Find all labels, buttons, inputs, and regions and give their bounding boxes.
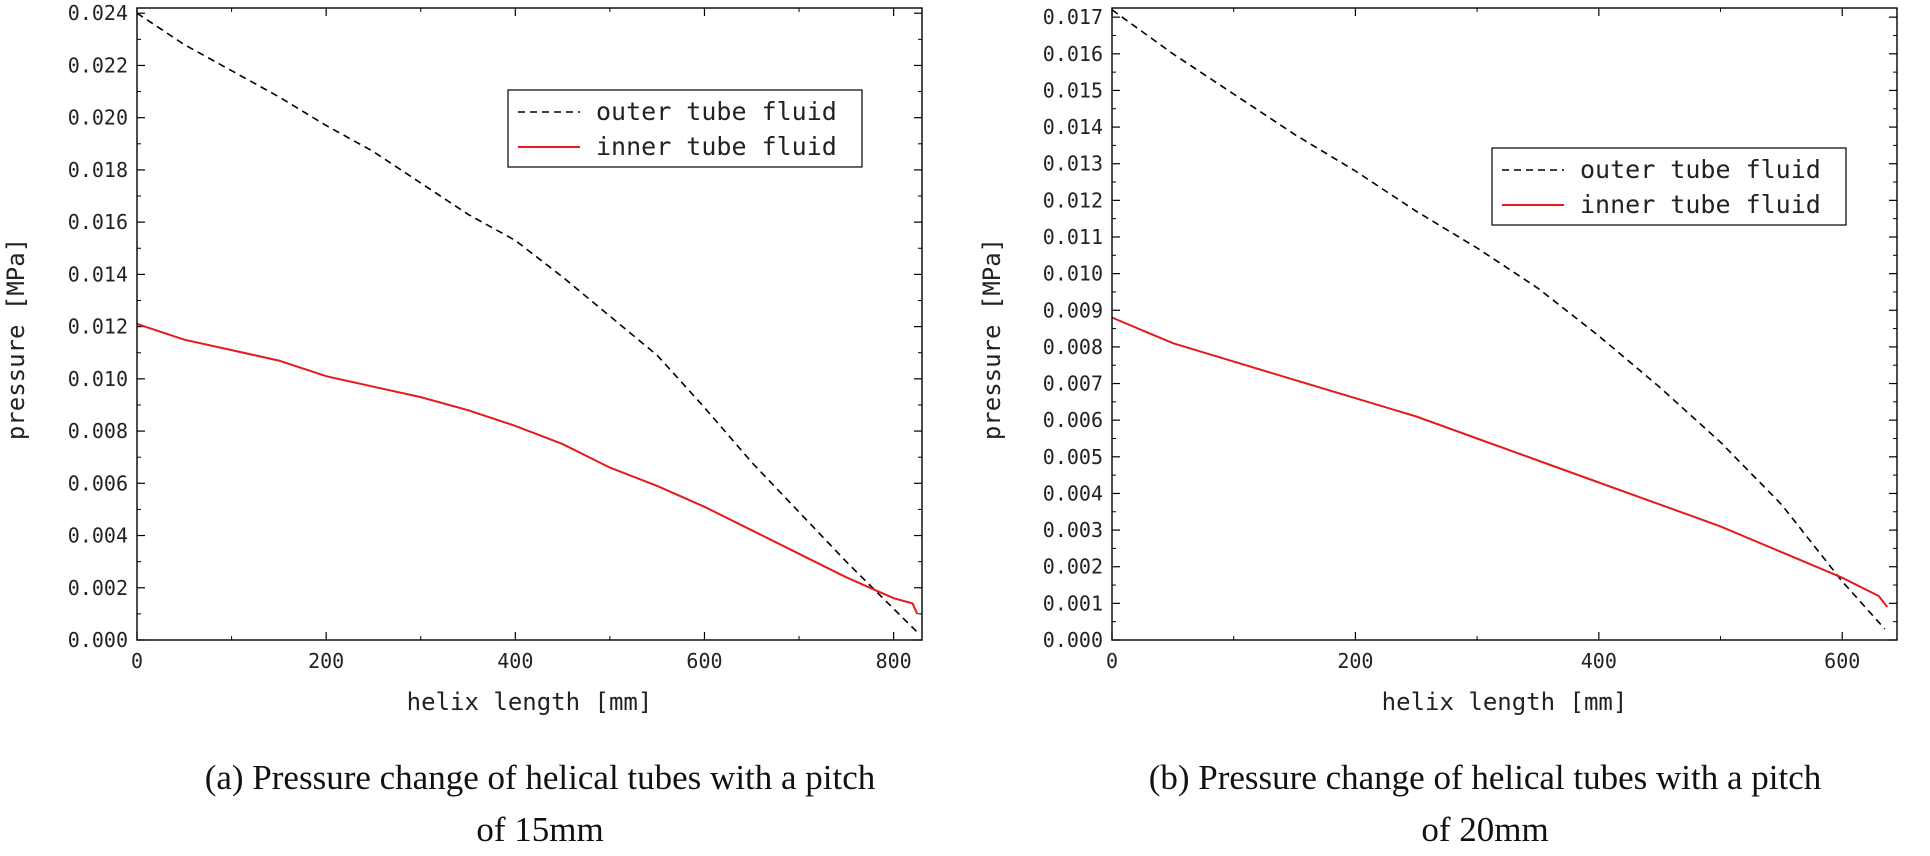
chart-panel-a: 0.000 0.002 0.004 0.006 0.008 0.010 0.012 0.014…	[2, 1, 923, 716]
panel-a-series-outer-tube-fluid	[137, 12, 918, 633]
panel-a-xtick-label: 200	[308, 649, 344, 673]
panel-b-ytick-label: 0.016	[1043, 42, 1103, 66]
panel-b-legend-box	[1491, 147, 1847, 226]
caption-a: (a) Pressure change of helical tubes wit…	[90, 752, 990, 856]
panel-a-ytick-label: 0.024	[68, 1, 128, 25]
chart-panel-b: 0.000 0.001 0.002 0.003 0.004 0.005 0.006 0.007…	[978, 5, 1898, 716]
panel-b-ytick-label: 0.005	[1043, 445, 1103, 469]
panel-a-ytick-label: 0.014	[68, 262, 128, 286]
panel-b-xtick-label: 400	[1581, 649, 1617, 673]
panel-b-ytick-label: 0.006	[1043, 408, 1103, 432]
panel-a-ytick-label: 0.000	[68, 628, 128, 652]
panel-b-ytick-label: 0.015	[1043, 78, 1103, 102]
panel-b-ytick-label: 0.010	[1043, 262, 1103, 286]
panel-a-xtick-label: 400	[497, 649, 533, 673]
panel-b-legend-label: outer tube fluid	[1580, 155, 1821, 184]
panel-b-ytick-label: 0.011	[1043, 225, 1103, 249]
panel-a-ytick-label: 0.004	[68, 524, 128, 548]
panel-a-ytick-label: 0.016	[68, 210, 128, 234]
panel-b-xtick-label: 200	[1337, 649, 1373, 673]
panel-a-ytick-label: 0.012	[68, 315, 128, 339]
caption-b-line2: of 20mm	[1421, 810, 1549, 849]
panel-b-ytick-label: 0.000	[1043, 628, 1103, 652]
panel-b-ytick-label: 0.003	[1043, 518, 1103, 542]
panel-b-ytick-label: 0.008	[1043, 335, 1103, 359]
panel-b-ytick-label: 0.012	[1043, 188, 1103, 212]
panel-b-ytick-label: 0.014	[1043, 115, 1103, 139]
panel-b-x-axis-label: helix length [mm]	[1382, 688, 1628, 716]
panel-a-ytick-label: 0.018	[68, 158, 128, 182]
panel-a-xtick-label: 600	[686, 649, 722, 673]
panel-b-xtick-label: 600	[1824, 649, 1860, 673]
panel-a-ytick-label: 0.022	[68, 53, 128, 77]
panel-a-ytick-label: 0.020	[68, 106, 128, 130]
panel-a-plot-frame	[136, 7, 923, 641]
panel-a-legend-label: outer tube fluid	[596, 97, 837, 126]
caption-b-line1: (b) Pressure change of helical tubes wit…	[1148, 758, 1822, 797]
panel-a-series-inner-tube-fluid	[137, 323, 919, 615]
panel-a-y-axis-label: pressure [MPa]	[2, 238, 30, 440]
panel-b-ytick-label: 0.017	[1043, 5, 1103, 29]
panel-b-xtick-label: 0	[1106, 649, 1118, 673]
panel-b-ytick-label: 0.013	[1043, 152, 1103, 176]
panel-b-ytick-label: 0.001	[1043, 591, 1103, 615]
caption-a-line1: (a) Pressure change of helical tubes wit…	[204, 758, 876, 797]
caption-b: (b) Pressure change of helical tubes wit…	[1035, 752, 1930, 856]
panel-b-ytick-label: 0.009	[1043, 298, 1103, 322]
panel-a-ytick-label: 0.008	[68, 419, 128, 443]
panel-b-plot-frame	[1111, 7, 1898, 641]
panel-a-xtick-label: 0	[131, 649, 143, 673]
caption-a-line2: of 15mm	[476, 810, 604, 849]
panel-a-x-axis-label: helix length [mm]	[407, 688, 653, 716]
panel-a-legend-label: inner tube fluid	[596, 132, 837, 161]
panel-b-series-inner-tube-fluid	[1112, 316, 1889, 608]
panel-b-y-axis-label: pressure [MPa]	[978, 238, 1006, 440]
panel-b-ytick-label: 0.007	[1043, 372, 1103, 396]
panel-a-legend-box	[507, 89, 863, 168]
panel-b-ytick-label: 0.002	[1043, 555, 1103, 579]
panel-a-ytick-label: 0.002	[68, 576, 128, 600]
panel-b-ytick-label: 0.004	[1043, 481, 1103, 505]
panel-a-xtick-label: 800	[876, 649, 912, 673]
panel-b-series-outer-tube-fluid	[1112, 9, 1886, 630]
panel-a-ytick-label: 0.010	[68, 367, 128, 391]
panel-a-ytick-label: 0.006	[68, 471, 128, 495]
panel-b-legend-label: inner tube fluid	[1580, 190, 1821, 219]
